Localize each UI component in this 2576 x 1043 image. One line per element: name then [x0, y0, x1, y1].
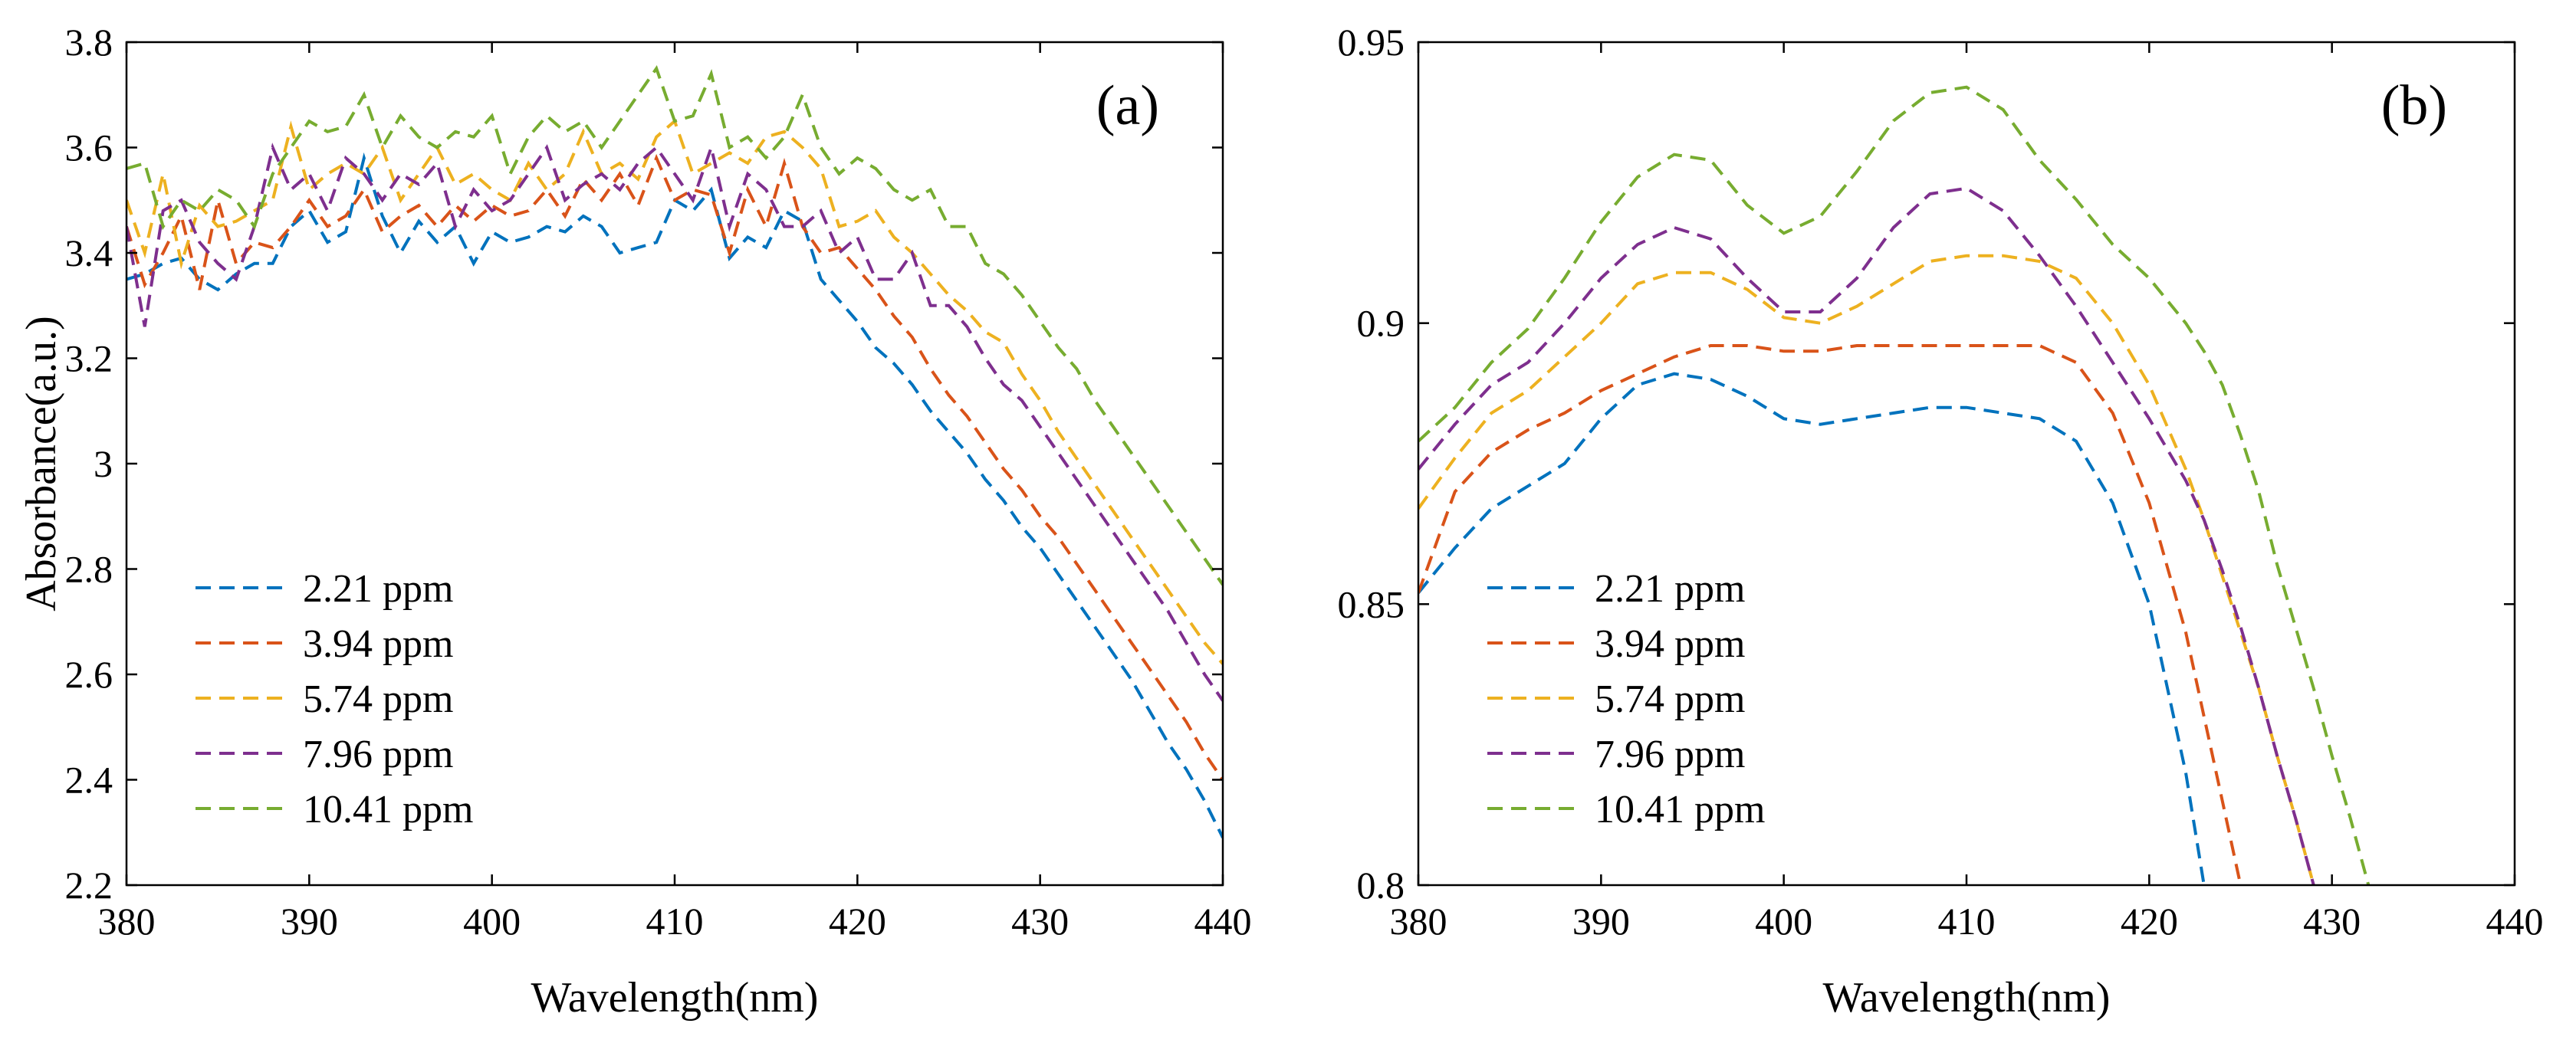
panel-b-x-ticks: 380 390 400 410 420 430 440	[1390, 42, 2544, 943]
panel-b-legend-label-7-96-ppm: 7.96 ppm	[1595, 733, 1745, 776]
panel-b-label: (b)	[2381, 74, 2447, 137]
panel-a-legend-label-3-94-ppm: 3.94 ppm	[303, 622, 453, 666]
panel-a-x-ticks: 380 390 400 410 420 430 440	[98, 42, 1252, 943]
panel-a-legend-label-7-96-ppm: 7.96 ppm	[303, 733, 453, 776]
panel-b-series-2-21-ppm	[1418, 372, 2206, 885]
panel-a-x-tick-label: 440	[1194, 900, 1252, 943]
panel-a-legend: 2.21 ppm 3.94 ppm 5.74 ppm 7.96 ppm 10.41 pp…	[180, 561, 518, 852]
panel-b-x-tick-label: 390	[1572, 900, 1630, 943]
panel-b-x-tick-label: 380	[1390, 900, 1447, 943]
panel-a-legend-label-2-21-ppm: 2.21 ppm	[303, 567, 453, 611]
panel-a-x-tick-label: 380	[98, 900, 156, 943]
panel-a-legend-background	[180, 561, 518, 852]
panel-a-series-3-94-ppm	[127, 153, 1223, 781]
panel-b-y-tick-label: 0.8	[1357, 864, 1405, 907]
panel-a-x-tick-label: 420	[829, 900, 886, 943]
panel-a-y-ticks: 2.2 2.4 2.6 2.8 3 3.2 3.4 3.6 3.8	[65, 21, 1223, 907]
panel-b-legend-label-10-41-ppm: 10.41 ppm	[1595, 788, 1765, 831]
panel-b-legend: 2.21 ppm 3.94 ppm 5.74 ppm 7.96 ppm 10.41 pp…	[1472, 561, 1809, 852]
panel-a-legend-label-10-41-ppm: 10.41 ppm	[303, 788, 473, 831]
panel-a-x-tick-label: 430	[1011, 900, 1069, 943]
panel-b-series-5-74-ppm	[1418, 254, 2315, 885]
panel-b-legend-label-2-21-ppm: 2.21 ppm	[1595, 567, 1745, 611]
panel-a-series-10-41-ppm	[127, 65, 1223, 586]
panel-a-series-7-96-ppm	[127, 142, 1223, 702]
panel-b-y-tick-label: 0.9	[1357, 302, 1405, 345]
panel-a-y-tick-label: 3	[94, 442, 113, 485]
panel-a-x-tick-label: 410	[646, 900, 704, 943]
panel-a-x-axis-label: Wavelength(nm)	[531, 974, 819, 1022]
panel-b-series-10-41-ppm	[1418, 85, 2371, 885]
panel-a-y-tick-label: 2.6	[65, 653, 113, 696]
panel-b-y-tick-label: 0.85	[1338, 582, 1405, 625]
panel-a-y-tick-label: 3.4	[65, 231, 113, 274]
panel-b-x-tick-label: 410	[1938, 900, 1996, 943]
panel-a-x-tick-label: 390	[281, 900, 338, 943]
panel-a-y-tick-label: 3.8	[65, 21, 113, 64]
panel-b-x-tick-label: 440	[2486, 900, 2544, 943]
panel-a-y-tick-label: 2.4	[65, 759, 113, 802]
panel-b-x-axis-label: Wavelength(nm)	[1823, 974, 2111, 1022]
panel-b-chart: 380 390 400 410 420 430 440 0.8 0.85 0.9 0.95 (b)…	[1338, 21, 2544, 1022]
panel-a-series-group	[127, 65, 1223, 838]
panel-a-y-tick-label: 2.8	[65, 548, 113, 591]
panel-a-y-tick-label: 3.6	[65, 126, 113, 169]
panel-a-chart: 380 390 400 410 420 430 440 2.2 2.4 2.6 2.8 3 3.2 3.…	[18, 21, 1252, 1022]
panel-a-y-tick-label: 3.2	[65, 337, 113, 380]
panel-b-x-tick-label: 420	[2121, 900, 2178, 943]
panel-b-y-ticks: 0.8 0.85 0.9 0.95	[1338, 21, 2515, 907]
panel-b-x-tick-label: 400	[1755, 900, 1812, 943]
panel-b-legend-label-5-74-ppm: 5.74 ppm	[1595, 677, 1745, 721]
panel-b-legend-background	[1472, 561, 1809, 852]
panel-b-x-tick-label: 430	[2303, 900, 2361, 943]
panel-a-label: (a)	[1096, 74, 1159, 137]
panel-b-series-7-96-ppm	[1418, 186, 2315, 885]
panel-b-y-tick-label: 0.95	[1338, 21, 1405, 64]
panel-a-x-tick-label: 400	[463, 900, 521, 943]
panel-a-y-tick-label: 2.2	[65, 864, 113, 907]
panel-b-series-3-94-ppm	[1418, 344, 2242, 885]
panel-a-y-axis-label: Absorbance(a.u.)	[18, 316, 65, 612]
panel-b-series-group	[1418, 85, 2371, 885]
panel-b-legend-label-3-94-ppm: 3.94 ppm	[1595, 622, 1745, 666]
panel-a-legend-label-5-74-ppm: 5.74 ppm	[303, 677, 453, 721]
